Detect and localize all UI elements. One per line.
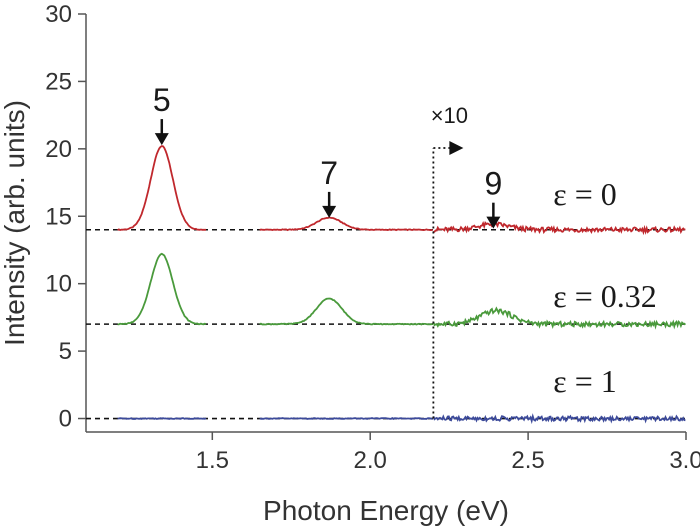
series-label: ε = 0.32 [553, 278, 656, 314]
peak-label: 5 [153, 82, 171, 118]
y-axis-title: Intensity (arb. units) [0, 100, 30, 346]
series-line [117, 417, 207, 420]
scale-note: ×10 [431, 103, 468, 128]
series-line [117, 252, 207, 326]
y-tick-label: 0 [59, 406, 72, 433]
series-label: ε = 0 [553, 176, 616, 212]
x-tick-label: 3.0 [669, 447, 700, 474]
x-tick-label: 1.5 [196, 447, 229, 474]
peak-arrow-head [486, 216, 501, 229]
y-tick-label: 15 [45, 203, 72, 230]
y-tick-label: 5 [59, 338, 72, 365]
series-line [117, 145, 206, 231]
y-tick-label: 20 [45, 136, 72, 163]
series-line [259, 297, 434, 326]
peak-label: 7 [320, 155, 338, 191]
annotations-group: 5 7 9 ×10 ε = 0 ε = 0.32 ε = 1 [153, 82, 657, 419]
series-label: ε = 1 [553, 363, 616, 399]
series-line [259, 216, 433, 232]
peak-arrow-head [322, 205, 337, 218]
peak-label: 9 [484, 166, 502, 202]
series-line [259, 417, 433, 420]
series-group [117, 145, 687, 425]
x-tick-label: 2.0 [354, 447, 387, 474]
ticks-group: 0 5 10 15 20 25 30 1.5 2.0 2.5 3.0 [45, 1, 700, 474]
x-axis-title: Photon Energy (eV) [263, 495, 509, 526]
series-line [433, 220, 686, 236]
scale-arrow-head [449, 141, 464, 155]
y-tick-label: 10 [45, 271, 72, 298]
y-tick-label: 30 [45, 1, 72, 28]
x-tick-label: 2.5 [511, 447, 544, 474]
y-tick-label: 25 [45, 68, 72, 95]
series-line [432, 306, 687, 330]
peak-arrow-head [154, 133, 169, 146]
series-line [432, 413, 686, 425]
